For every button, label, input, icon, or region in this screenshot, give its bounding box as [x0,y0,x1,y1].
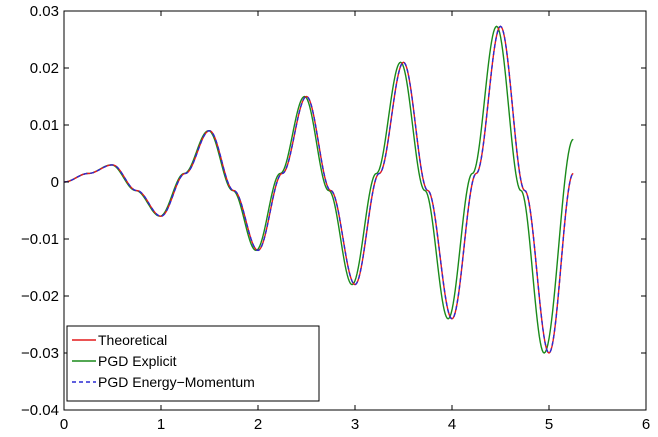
y-axis: −0.04 −0.03 −0.02 −0.01 0 0.01 0.02 0.03 [21,3,646,419]
series-line-pgd-explicit [64,25,574,354]
y-tick-label: −0.01 [21,231,59,248]
x-tick-label: 3 [351,416,359,433]
x-tick-label: 0 [60,416,68,433]
y-tick-label: −0.04 [21,402,59,419]
legend: Theoretical PGD Explicit PGD Energy−Moment… [66,325,320,402]
legend-label: Theoretical [98,332,167,348]
x-tick-label: 2 [254,416,262,433]
series-layer [64,25,574,354]
y-tick-label: 0 [51,174,59,191]
x-tick-label: 4 [448,416,456,433]
series-line-pgd-energy-momentum [64,25,574,354]
y-tick-label: 0.02 [30,60,59,77]
legend-label: PGD Energy−Momentum [98,374,255,390]
x-tick-label: 6 [642,416,650,433]
legend-box [66,325,320,402]
y-tick-label: −0.03 [21,345,59,362]
x-axis: 0 1 2 3 4 5 6 [60,11,650,433]
y-tick-label: 0.01 [30,117,59,134]
y-tick-label: 0.03 [30,3,59,20]
legend-label: PGD Explicit [98,353,177,369]
x-tick-label: 5 [545,416,553,433]
x-tick-label: 1 [157,416,165,433]
y-tick-label: −0.02 [21,288,59,305]
